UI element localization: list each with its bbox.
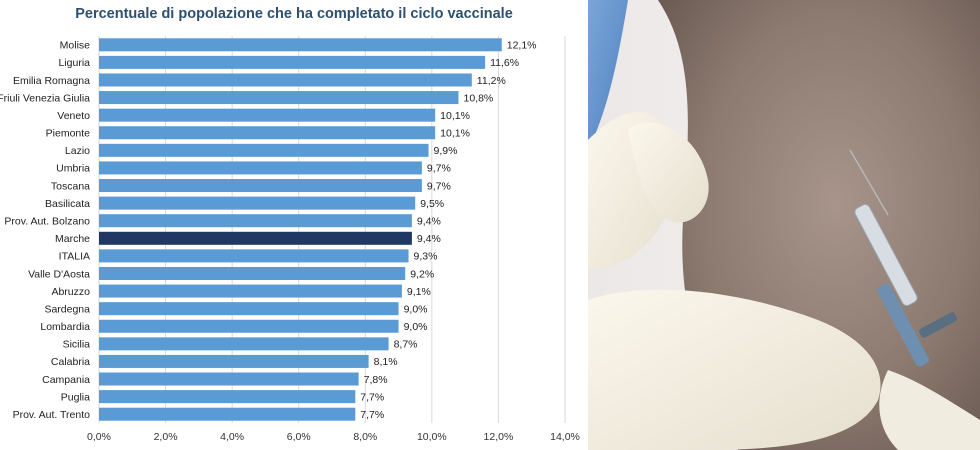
bar [99, 55, 486, 69]
category-label: ITALIA [59, 251, 90, 263]
value-label: 12,1% [507, 40, 537, 52]
value-label: 9,5% [420, 198, 444, 210]
category-label: Valle D'Aosta [28, 268, 90, 280]
category-label: Prov. Aut. Trento [13, 409, 91, 421]
value-label: 9,9% [434, 145, 458, 157]
x-tick-label: 14,0% [550, 431, 580, 443]
vaccination-photo [588, 0, 980, 450]
x-tick-label: 8,0% [353, 431, 377, 443]
bar [99, 91, 459, 105]
bar [99, 249, 409, 263]
bar [99, 143, 429, 157]
bar [99, 302, 399, 316]
category-label: Piemonte [46, 128, 91, 140]
value-label: 9,2% [410, 268, 434, 280]
value-label: 9,0% [404, 321, 428, 333]
value-label: 10,1% [440, 128, 470, 140]
category-label: Lombardia [40, 321, 90, 333]
category-label: Liguria [58, 57, 90, 69]
value-label: 9,4% [417, 233, 441, 245]
x-tick-label: 4,0% [220, 431, 244, 443]
bar [99, 73, 472, 87]
chart-panel: Percentuale di popolazione che ha comple… [0, 6, 580, 443]
bar [99, 231, 412, 245]
value-label: 10,8% [463, 92, 493, 104]
category-label: Puglia [61, 391, 90, 403]
bar [99, 372, 359, 386]
bar [99, 196, 416, 210]
bar [99, 214, 412, 228]
value-label: 9,4% [417, 216, 441, 228]
bar-chart: 0,0% 2,0% 4,0% 6,0% 8,0% 10,0% 12,0% 14,0% Molis… [0, 36, 580, 443]
bar [99, 390, 356, 404]
value-label: 7,7% [360, 391, 384, 403]
bar [99, 126, 436, 140]
value-label: 9,1% [407, 286, 431, 298]
value-label: 9,3% [414, 251, 438, 263]
category-label: Lazio [65, 145, 90, 157]
bar [99, 284, 402, 298]
value-label: 8,1% [374, 356, 398, 368]
bar [99, 407, 356, 421]
category-label: Umbria [56, 163, 90, 175]
category-label: Sardegna [44, 303, 90, 315]
category-label: Veneto [57, 110, 90, 122]
value-label: 9,7% [427, 163, 451, 175]
value-label: 7,8% [364, 374, 388, 386]
vaccination-illustration [588, 0, 980, 450]
value-label: 11,2% [477, 75, 506, 87]
value-label: 11,6% [490, 57, 519, 69]
category-label: Calabria [51, 356, 90, 368]
category-label: Basilicata [45, 198, 90, 210]
category-label: Prov. Aut. Bolzano [4, 216, 90, 228]
category-label: Toscana [51, 180, 90, 192]
bar [99, 319, 399, 333]
x-tick-label: 10,0% [417, 431, 447, 443]
value-label: 7,7% [360, 409, 384, 421]
x-tick-label: 12,0% [484, 431, 514, 443]
category-label: Friuli Venezia Giulia [0, 92, 90, 104]
bar [99, 337, 389, 351]
bar [99, 179, 422, 193]
category-label: Campania [42, 374, 90, 386]
bar [99, 108, 436, 122]
x-tick-label: 2,0% [154, 431, 178, 443]
value-label: 10,1% [440, 110, 470, 122]
category-label: Molise [60, 40, 91, 52]
category-label: Sicilia [63, 339, 91, 351]
bar [99, 266, 406, 280]
value-label: 8,7% [394, 339, 418, 351]
category-label: Marche [55, 233, 90, 245]
value-label: 9,7% [427, 180, 451, 192]
x-tick-label: 6,0% [287, 431, 311, 443]
category-label: Abruzzo [51, 286, 90, 298]
category-label: Emilia Romagna [13, 75, 90, 87]
bar [99, 38, 502, 52]
x-tick-label: 0,0% [87, 431, 111, 443]
chart-title: Percentuale di popolazione che ha comple… [75, 6, 513, 22]
bar [99, 354, 369, 368]
bar [99, 161, 422, 175]
value-label: 9,0% [404, 303, 428, 315]
